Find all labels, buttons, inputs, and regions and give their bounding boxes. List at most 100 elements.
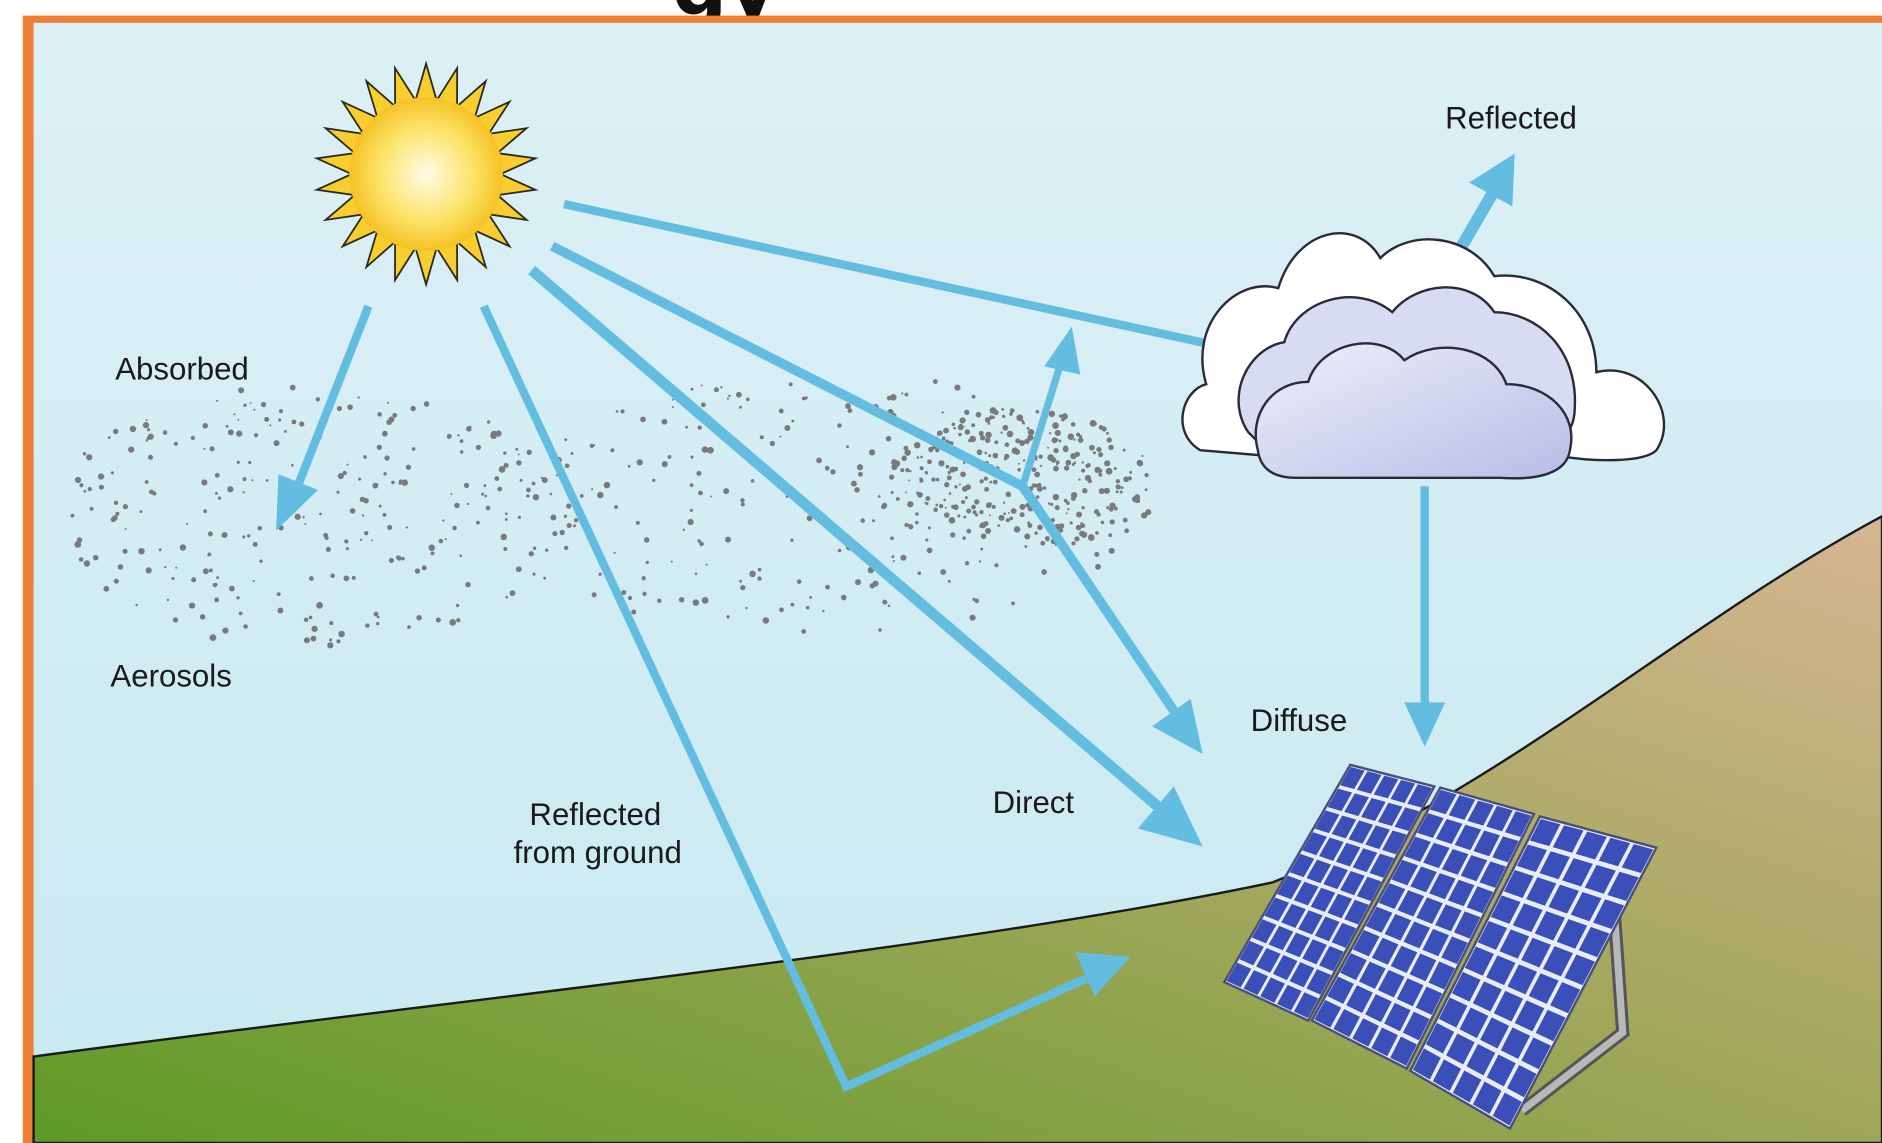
aerosol-dot bbox=[997, 524, 1000, 527]
panel-cell bbox=[1310, 887, 1336, 912]
aerosol-dot bbox=[1047, 502, 1051, 505]
aerosol-dot bbox=[962, 461, 966, 465]
aerosol-dot bbox=[79, 483, 84, 488]
aerosol-dot bbox=[908, 479, 911, 482]
panel-cell bbox=[1477, 921, 1508, 950]
aerosol-dot bbox=[1036, 495, 1040, 499]
aerosol-dot bbox=[946, 475, 952, 481]
panel-cell bbox=[1607, 871, 1639, 901]
aerosol-dot bbox=[854, 487, 860, 493]
panel-cell bbox=[1432, 1059, 1462, 1092]
aerosol-dot bbox=[158, 548, 162, 552]
aerosol-dot bbox=[145, 438, 149, 442]
label: from ground bbox=[514, 835, 682, 870]
panel-cell bbox=[1480, 1017, 1510, 1049]
aerosol-dot bbox=[449, 619, 457, 626]
aerosol-dot bbox=[1145, 509, 1152, 516]
aerosol-dot bbox=[138, 547, 145, 555]
aerosol-dot bbox=[1010, 508, 1017, 514]
aerosol-dot bbox=[935, 503, 939, 507]
panel-cell bbox=[1272, 954, 1298, 981]
aerosol-dot bbox=[1074, 536, 1080, 542]
aerosol-dot bbox=[980, 533, 987, 540]
aerosol-dot bbox=[438, 538, 444, 544]
panel-cell bbox=[1466, 1043, 1496, 1076]
aerosol-dot bbox=[363, 455, 367, 459]
aerosol-dot bbox=[891, 555, 895, 559]
aerosol-dot bbox=[1045, 538, 1050, 542]
aerosol-dot bbox=[423, 401, 430, 407]
aerosol-dot bbox=[1031, 467, 1037, 473]
panel-cell bbox=[1472, 981, 1502, 1012]
aerosol-dot bbox=[388, 416, 395, 423]
aerosol-dot bbox=[555, 474, 558, 477]
aerosol-dot bbox=[336, 406, 342, 412]
sun bbox=[313, 60, 539, 288]
aerosol-dot bbox=[83, 560, 91, 567]
label: Direct bbox=[993, 785, 1075, 820]
aerosol-dot bbox=[1027, 523, 1033, 528]
panel-cell bbox=[1492, 1092, 1522, 1126]
aerosol-dot bbox=[566, 503, 572, 509]
arrows bbox=[276, 153, 1515, 1093]
panel-cell bbox=[1486, 955, 1516, 986]
aerosol-dot bbox=[901, 392, 904, 395]
aerosol-dot bbox=[745, 397, 750, 402]
panel-cell bbox=[1446, 1033, 1475, 1065]
aerosol-dot bbox=[1055, 460, 1060, 465]
aerosol-dot bbox=[208, 568, 213, 573]
panel-cell bbox=[1264, 897, 1290, 922]
aerosol-dot bbox=[892, 559, 895, 563]
aerosol-dot bbox=[164, 565, 167, 569]
aerosol-dot bbox=[349, 508, 356, 514]
aerosol-dot bbox=[692, 599, 700, 606]
aerosol-dot bbox=[960, 471, 966, 478]
panel-cell bbox=[1542, 946, 1573, 977]
panel-cell bbox=[1397, 890, 1425, 917]
aerosol-dot bbox=[113, 578, 119, 584]
panel-cell bbox=[1521, 1037, 1551, 1070]
aerosol-dot bbox=[74, 476, 82, 484]
aerosol-dot bbox=[391, 480, 395, 485]
panel-cell bbox=[1340, 953, 1367, 981]
label: Diffuse bbox=[1251, 703, 1348, 738]
aerosol-dot bbox=[148, 434, 151, 437]
aerosol-dot bbox=[311, 625, 318, 633]
aerosol-dot bbox=[700, 402, 706, 408]
aerosol-dot bbox=[1086, 462, 1091, 468]
aerosol-dot bbox=[985, 431, 992, 439]
reflected-arrow bbox=[1453, 191, 1498, 256]
aerosol-dot bbox=[476, 520, 480, 525]
aerosol-dot bbox=[236, 596, 240, 600]
panel-stand bbox=[1517, 912, 1630, 1116]
aerosol-dot bbox=[728, 394, 731, 398]
aerosol-dot bbox=[701, 596, 709, 604]
aerosol-dot bbox=[110, 516, 116, 523]
aerosol-dot bbox=[299, 421, 305, 427]
aerosol-dot bbox=[779, 607, 784, 613]
aerosol-dot bbox=[847, 408, 853, 414]
aerosol-dot bbox=[1013, 526, 1021, 533]
solar-panels bbox=[1222, 763, 1659, 1131]
panel-cell bbox=[1521, 937, 1551, 968]
panel-cell bbox=[1412, 1048, 1441, 1080]
aerosol-dot bbox=[856, 464, 864, 471]
aerosol-dot bbox=[932, 379, 938, 384]
aerosol-dot bbox=[964, 496, 968, 500]
aerosol-dot bbox=[1001, 407, 1005, 411]
aerosol-dot bbox=[993, 409, 999, 416]
aerosol-dot bbox=[1081, 505, 1085, 510]
aerosol-dot bbox=[1087, 478, 1092, 484]
aerosol-dot bbox=[845, 403, 851, 409]
aerosol-dot bbox=[139, 510, 143, 514]
panel-cell bbox=[1391, 859, 1419, 886]
panel-cell bbox=[1500, 1027, 1531, 1059]
aerosol-dot bbox=[964, 561, 970, 566]
aerosol-dot bbox=[359, 538, 363, 542]
aerosol-dot bbox=[1004, 442, 1010, 447]
panel-cell bbox=[1382, 830, 1407, 855]
aerosol-dot bbox=[971, 504, 976, 510]
aerosol-dot bbox=[943, 427, 949, 434]
panel-cell bbox=[1534, 911, 1566, 941]
aerosol-dot bbox=[216, 576, 220, 580]
